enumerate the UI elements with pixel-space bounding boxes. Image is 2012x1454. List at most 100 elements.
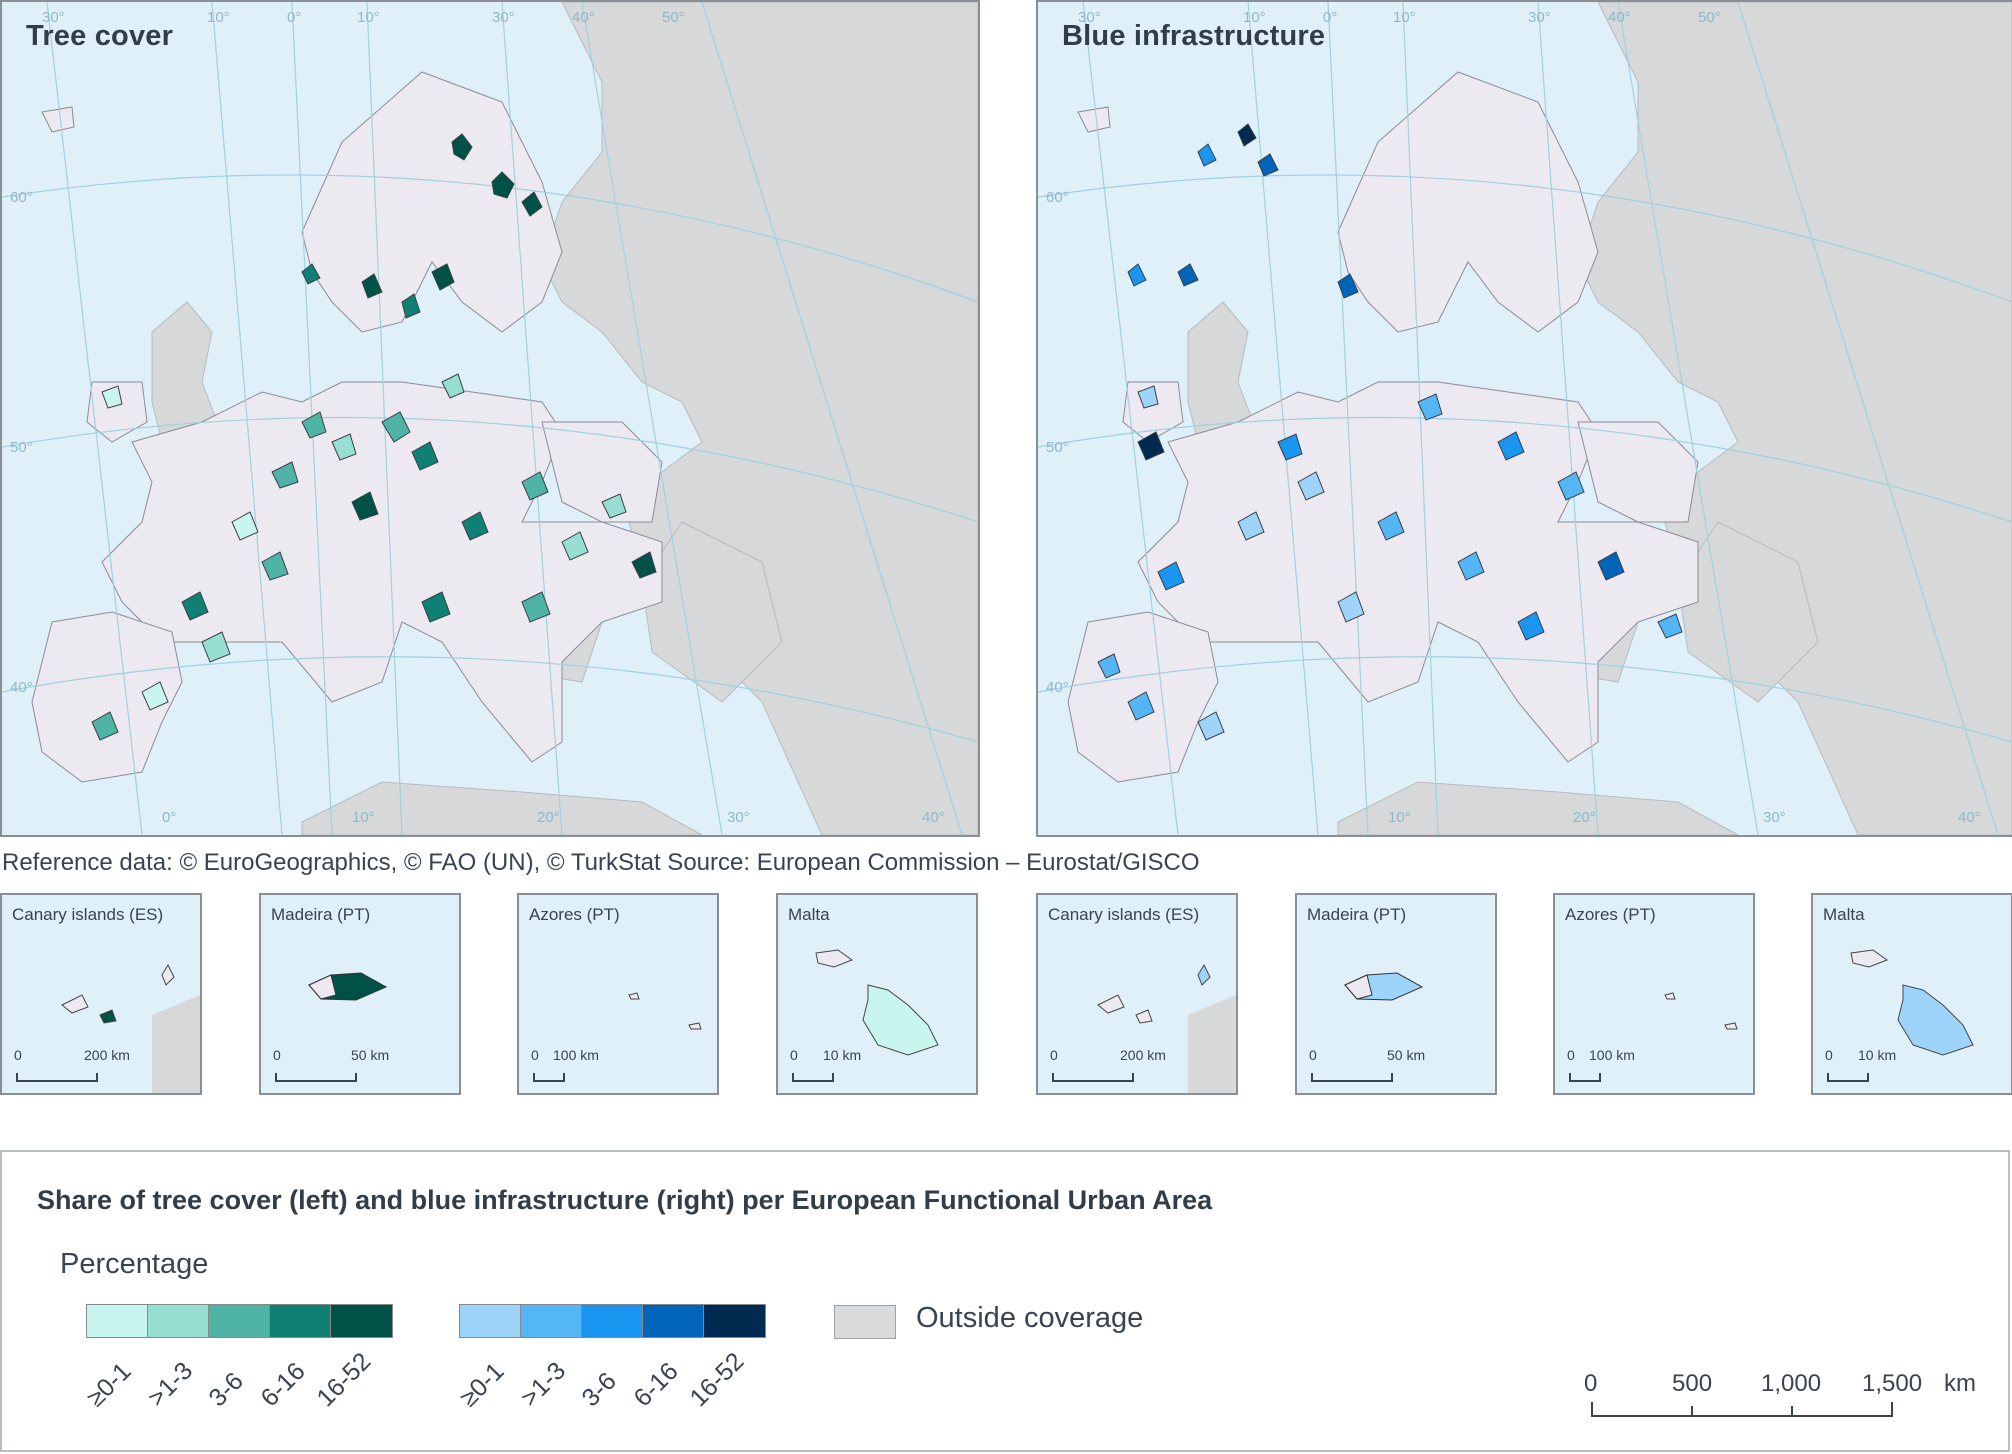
scale-label: 1,500 xyxy=(1862,1370,1923,1397)
graticule-label: 40° xyxy=(1608,9,1631,26)
graticule-label: 40° xyxy=(572,9,595,26)
scale-label: 50 km xyxy=(1387,1047,1425,1063)
inset-label: Canary islands (ES) xyxy=(1048,905,1200,924)
inset-graphic: 0 200 km xyxy=(14,963,200,1093)
blue-swatch-5 xyxy=(704,1305,765,1337)
tree-class-label: 6-16 xyxy=(255,1357,311,1413)
scale-label: 0 xyxy=(1584,1370,1598,1397)
scale-label: 200 km xyxy=(84,1047,130,1063)
scale-label: 50 km xyxy=(351,1047,389,1063)
inset-label: Canary islands (ES) xyxy=(12,905,164,924)
inset-graphic: 0 200 km xyxy=(1050,963,1236,1093)
blue-class-label: ≥0-1 xyxy=(454,1357,510,1413)
tree-swatch-2 xyxy=(148,1305,209,1337)
scale-label: 0 xyxy=(14,1047,22,1063)
scale-label: 200 km xyxy=(1120,1047,1166,1063)
inset-azores-blue[interactable]: 0 100 km Azores (PT) xyxy=(1553,893,1755,1095)
inset-madeira-tree[interactable]: 0 50 km Madeira (PT) xyxy=(259,893,461,1095)
graticule-label: 20° xyxy=(537,809,560,826)
inset-label: Madeira (PT) xyxy=(1307,905,1407,924)
tree-swatch-3 xyxy=(209,1305,270,1337)
tree-class-label: >1-3 xyxy=(142,1356,199,1413)
graticule-label: 0° xyxy=(1323,9,1337,26)
inset-graphic: 0 100 km xyxy=(531,992,702,1082)
legend-subtitle: Percentage xyxy=(60,1248,209,1280)
inset-graphic: 0 50 km xyxy=(273,972,389,1082)
graticule-label: 20° xyxy=(1573,809,1596,826)
scale-label: 0 xyxy=(1309,1047,1317,1063)
blue-class-label: 16-52 xyxy=(684,1347,750,1413)
inset-malta-tree[interactable]: 0 10 km Malta xyxy=(776,893,978,1095)
graticule-label: 10° xyxy=(1393,9,1416,26)
inset-graphic: 0 10 km xyxy=(790,949,939,1082)
blue-infrastructure-fua-polygons xyxy=(1097,123,1683,741)
blue-class-label: >1-3 xyxy=(515,1356,572,1413)
graticule-label: 10° xyxy=(352,809,375,826)
graticule-label: 30° xyxy=(727,809,750,826)
graticule-label: 50° xyxy=(1046,439,1069,456)
graticule-label: 60° xyxy=(10,189,33,206)
scale-label: 10 km xyxy=(823,1047,861,1063)
graticule-label: 10° xyxy=(1388,809,1411,826)
scale-label: 0 xyxy=(1050,1047,1058,1063)
scale-label: 0 xyxy=(1825,1047,1833,1063)
graticule-label: 40° xyxy=(1958,809,1981,826)
inset-madeira-blue[interactable]: 0 50 km Madeira (PT) xyxy=(1295,893,1497,1095)
scale-label: 0 xyxy=(1567,1047,1575,1063)
inset-label: Malta xyxy=(1823,905,1865,924)
graticule-label: 50° xyxy=(10,439,33,456)
inset-graphic: 0 100 km xyxy=(1567,992,1738,1082)
graticule-label: 30° xyxy=(1763,809,1786,826)
inset-label: Madeira (PT) xyxy=(271,905,371,924)
scale-label: km xyxy=(1944,1370,1976,1397)
outside-coverage-label: Outside coverage xyxy=(916,1302,1144,1334)
blue-class-label: 3-6 xyxy=(576,1366,622,1413)
blue-swatch-1 xyxy=(460,1305,521,1337)
inset-malta-blue[interactable]: 0 10 km Malta xyxy=(1811,893,2012,1095)
tree-cover-fua-polygons xyxy=(91,133,657,741)
map-title: Blue infrastructure xyxy=(1062,20,1326,52)
graticule-label: 10° xyxy=(1243,9,1266,26)
graticule-label: 0° xyxy=(162,809,176,826)
tree-class-label: ≥0-1 xyxy=(81,1357,137,1413)
tree-swatch-4 xyxy=(270,1305,331,1337)
scale-label: 500 xyxy=(1672,1370,1713,1397)
tree-cover-map[interactable]: 30° 10° 0° 10° 30° 40° 50° 60° 50° 40° 0… xyxy=(0,0,980,837)
graticule-label: 10° xyxy=(357,9,380,26)
inset-canary-islands-blue[interactable]: 0 200 km Canary islands (ES) xyxy=(1036,893,1238,1095)
inset-azores-tree[interactable]: 0 100 km Azores (PT) xyxy=(517,893,719,1095)
reference-data-text: Reference data: © EuroGeographics, © FAO… xyxy=(2,849,1200,876)
graticule-label: 0° xyxy=(287,9,301,26)
graticule-label: 30° xyxy=(1528,9,1551,26)
inset-label: Malta xyxy=(788,905,830,924)
outside-coverage-swatch xyxy=(834,1305,896,1339)
scale-bar xyxy=(1591,1402,1893,1417)
inset-graphic: 0 10 km xyxy=(1825,949,1974,1082)
tree-class-label: 16-52 xyxy=(311,1347,377,1413)
graticule-label: 30° xyxy=(42,9,65,26)
map-title: Tree cover xyxy=(26,20,174,52)
blue-infrastructure-color-scale xyxy=(459,1304,766,1338)
graticule-label: 40° xyxy=(922,809,945,826)
legend-box: Share of tree cover (left) and blue infr… xyxy=(0,1150,2010,1452)
tree-cover-color-scale xyxy=(86,1304,393,1338)
tree-swatch-1 xyxy=(87,1305,148,1337)
graticule-label: 30° xyxy=(492,9,515,26)
blue-swatch-3 xyxy=(582,1305,643,1337)
scale-label: 0 xyxy=(531,1047,539,1063)
scale-label: 10 km xyxy=(1858,1047,1896,1063)
graticule-label: 40° xyxy=(1046,679,1069,696)
legend-title: Share of tree cover (left) and blue infr… xyxy=(37,1185,1213,1215)
blue-swatch-2 xyxy=(521,1305,582,1337)
tree-class-label: 3-6 xyxy=(203,1366,249,1413)
graticule-label: 10° xyxy=(207,9,230,26)
inset-canary-islands-tree[interactable]: 0 200 km Canary islands (ES) xyxy=(0,893,202,1095)
scale-label: 100 km xyxy=(1589,1047,1635,1063)
blue-infrastructure-map-graphics: 30° 10° 0° 10° 30° 40° 50° 60° 50° 40° 1… xyxy=(1038,2,2012,835)
graticule-label: 60° xyxy=(1046,189,1069,206)
scale-label: 1,000 xyxy=(1761,1370,1822,1397)
graticule-label: 30° xyxy=(1078,9,1101,26)
tree-swatch-5 xyxy=(331,1305,392,1337)
blue-infrastructure-map[interactable]: 30° 10° 0° 10° 30° 40° 50° 60° 50° 40° 1… xyxy=(1036,0,2012,837)
scale-label: 0 xyxy=(273,1047,281,1063)
